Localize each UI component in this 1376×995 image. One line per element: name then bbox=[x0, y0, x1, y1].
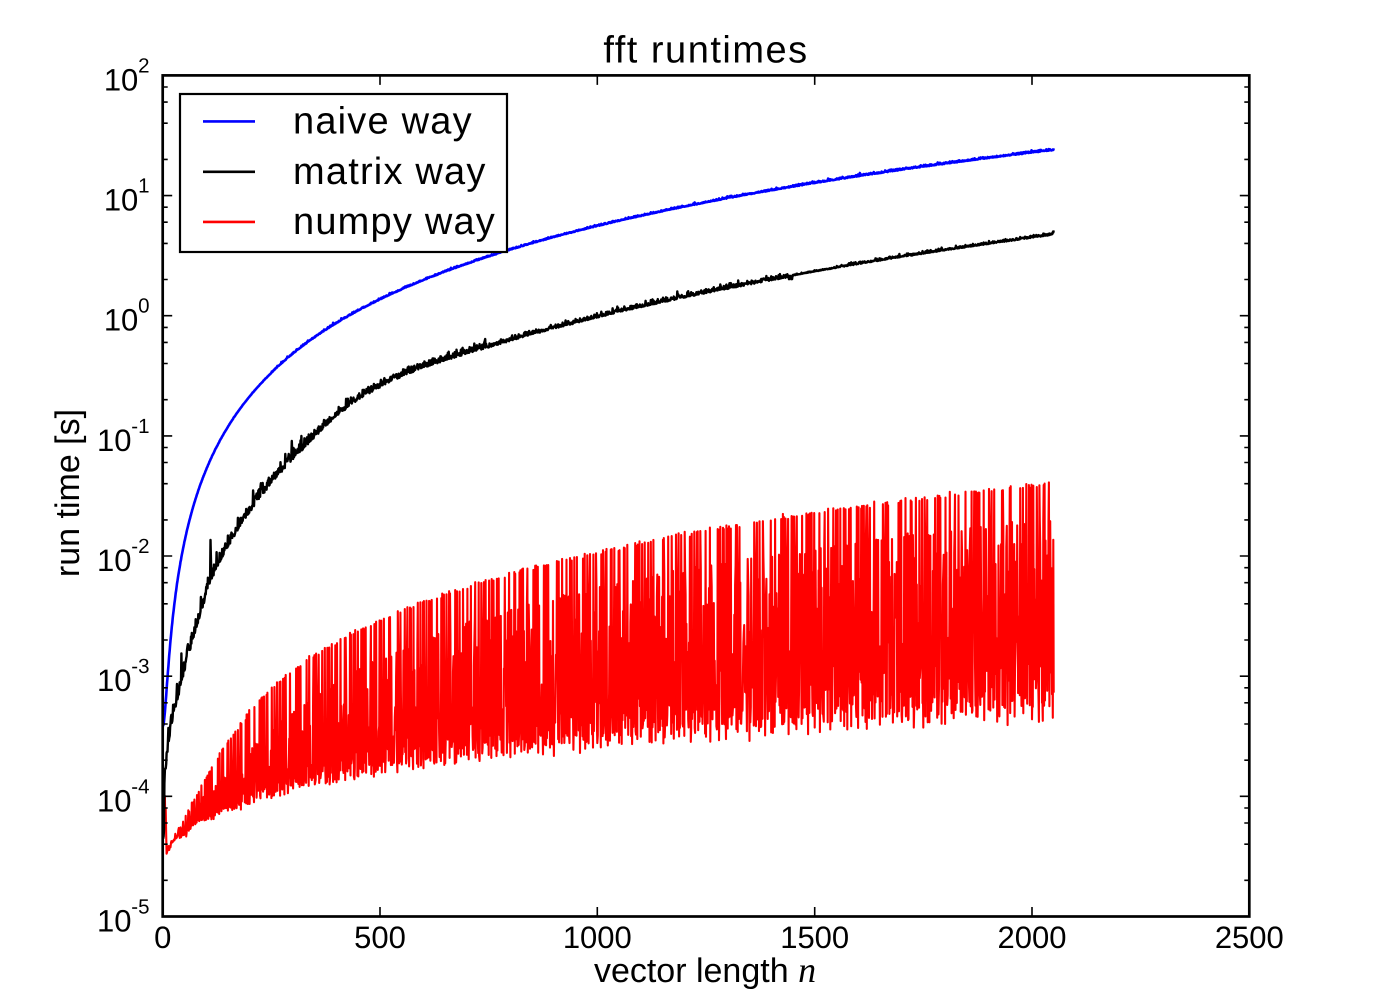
svg-text:10: 10 bbox=[97, 783, 131, 818]
svg-text:2000: 2000 bbox=[998, 920, 1067, 955]
svg-text:vector length n: vector length n bbox=[594, 950, 816, 990]
svg-text:10: 10 bbox=[97, 904, 131, 939]
svg-text:10: 10 bbox=[97, 543, 131, 578]
svg-text:-4: -4 bbox=[131, 775, 149, 798]
svg-text:10: 10 bbox=[97, 423, 131, 458]
svg-text:0: 0 bbox=[154, 920, 171, 955]
svg-text:10: 10 bbox=[104, 303, 138, 338]
svg-text:matrix way: matrix way bbox=[293, 151, 487, 193]
svg-text:500: 500 bbox=[354, 920, 406, 955]
svg-text:1000: 1000 bbox=[563, 920, 632, 955]
svg-text:2500: 2500 bbox=[1215, 920, 1284, 955]
svg-text:1500: 1500 bbox=[780, 920, 849, 955]
svg-text:-5: -5 bbox=[131, 896, 149, 919]
svg-text:1: 1 bbox=[138, 175, 149, 198]
svg-text:10: 10 bbox=[104, 183, 138, 218]
svg-text:fft runtimes: fft runtimes bbox=[603, 30, 808, 72]
svg-text:-2: -2 bbox=[131, 535, 149, 558]
svg-text:run time [s]: run time [s] bbox=[49, 409, 87, 577]
svg-text:numpy way: numpy way bbox=[293, 201, 496, 243]
svg-text:0: 0 bbox=[138, 295, 149, 318]
svg-text:2: 2 bbox=[138, 54, 149, 77]
svg-text:naive way: naive way bbox=[293, 100, 473, 142]
svg-text:-3: -3 bbox=[131, 655, 149, 678]
svg-text:-1: -1 bbox=[131, 415, 149, 438]
svg-text:10: 10 bbox=[104, 62, 138, 97]
svg-text:10: 10 bbox=[97, 663, 131, 698]
